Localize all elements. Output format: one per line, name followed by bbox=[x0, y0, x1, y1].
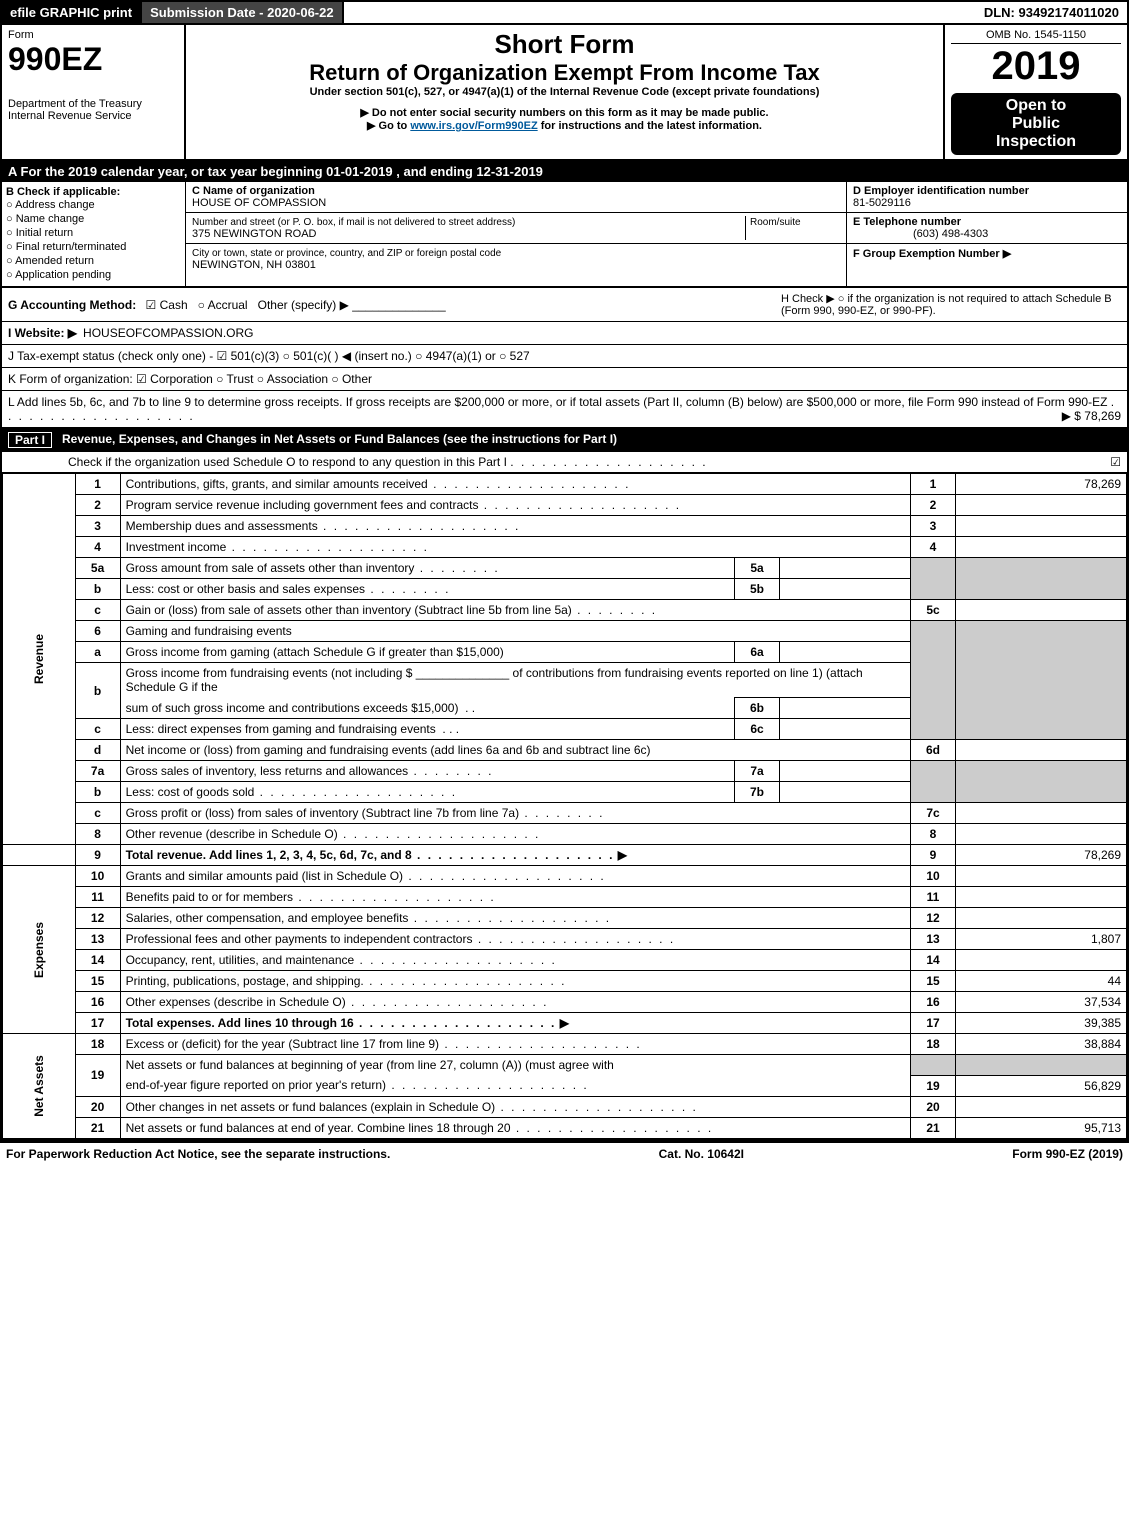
g-label: G Accounting Method: bbox=[8, 298, 136, 312]
phone-label: E Telephone number bbox=[853, 216, 961, 228]
under-section: Under section 501(c), 527, or 4947(a)(1)… bbox=[192, 86, 937, 98]
line13-value: 1,807 bbox=[956, 929, 1127, 950]
city-label: City or town, state or province, country… bbox=[192, 248, 501, 259]
g-cash-check[interactable]: ☑ bbox=[146, 298, 160, 312]
box-c: C Name of organization HOUSE OF COMPASSI… bbox=[186, 182, 847, 286]
check-address-change[interactable]: Address change bbox=[6, 198, 181, 212]
l-text: L Add lines 5b, 6c, and 7b to line 9 to … bbox=[8, 395, 1107, 409]
omb-number: OMB No. 1545-1150 bbox=[951, 29, 1121, 44]
line1-value: 78,269 bbox=[956, 474, 1127, 495]
tax-year-period: A For the 2019 calendar year, or tax yea… bbox=[2, 161, 1127, 182]
line18-value: 38,884 bbox=[956, 1034, 1127, 1055]
part1-sched-check: Check if the organization used Schedule … bbox=[2, 452, 1127, 473]
group-exemption-label: F Group Exemption Number ▶ bbox=[853, 248, 1011, 260]
street-address: 375 NEWINGTON ROAD bbox=[192, 228, 317, 240]
revenue-side-label: Revenue bbox=[3, 474, 76, 845]
return-title: Return of Organization Exempt From Incom… bbox=[192, 60, 937, 86]
org-name: HOUSE OF COMPASSION bbox=[192, 197, 326, 209]
phone-value: (603) 498-4303 bbox=[853, 228, 988, 240]
part1-table: Revenue 1 Contributions, gifts, grants, … bbox=[2, 473, 1127, 1139]
check-final-return[interactable]: Final return/terminated bbox=[6, 240, 181, 254]
ein-value: 81-5029116 bbox=[853, 197, 911, 209]
line15-value: 44 bbox=[956, 971, 1127, 992]
row-i: I Website: ▶ HOUSEOFCOMPASSION.ORG bbox=[2, 322, 1127, 345]
l-amount: ▶ $ 78,269 bbox=[1062, 409, 1121, 423]
street-label: Number and street (or P. O. box, if mail… bbox=[192, 217, 515, 228]
efile-print-button[interactable]: efile GRAPHIC print bbox=[2, 2, 142, 23]
box-b-label: B Check if applicable: bbox=[6, 186, 181, 198]
line19-value: 56,829 bbox=[956, 1075, 1127, 1096]
room-label: Room/suite bbox=[750, 217, 801, 228]
box-d-e-f: D Employer identification number 81-5029… bbox=[847, 182, 1127, 286]
check-amended-return[interactable]: Amended return bbox=[6, 254, 181, 268]
check-application-pending[interactable]: Application pending bbox=[6, 268, 181, 282]
no-ssn-note: ▶ Do not enter social security numbers o… bbox=[192, 106, 937, 119]
part1-header: Part I Revenue, Expenses, and Changes in… bbox=[2, 428, 1127, 452]
net-assets-side-label: Net Assets bbox=[3, 1034, 76, 1139]
expenses-side-label: Expenses bbox=[3, 866, 76, 1034]
footer-cat-no: Cat. No. 10642I bbox=[659, 1147, 744, 1161]
entity-info-grid: B Check if applicable: Address change Na… bbox=[2, 182, 1127, 288]
tax-year: 2019 bbox=[951, 44, 1121, 89]
check-name-change[interactable]: Name change bbox=[6, 212, 181, 226]
line9-value: 78,269 bbox=[956, 845, 1127, 866]
ein-label: D Employer identification number bbox=[853, 185, 1029, 197]
submission-date: Submission Date - 2020-06-22 bbox=[142, 2, 344, 23]
row-l: L Add lines 5b, 6c, and 7b to line 9 to … bbox=[2, 391, 1127, 428]
form-header: Form 990EZ Department of the Treasury In… bbox=[2, 25, 1127, 161]
row-g-h: G Accounting Method: ☑ Cash ○ Accrual Ot… bbox=[2, 288, 1127, 322]
dept-treasury: Department of the Treasury bbox=[8, 98, 178, 110]
short-form-title: Short Form bbox=[192, 29, 937, 60]
page-footer: For Paperwork Reduction Act Notice, see … bbox=[0, 1141, 1129, 1165]
part1-title: Revenue, Expenses, and Changes in Net As… bbox=[62, 432, 1121, 448]
c-name-label: C Name of organization bbox=[192, 185, 315, 197]
check-initial-return[interactable]: Initial return bbox=[6, 226, 181, 240]
box-b: B Check if applicable: Address change Na… bbox=[2, 182, 186, 286]
form-number: 990EZ bbox=[8, 41, 178, 78]
open-to-public: Open to Public Inspection bbox=[951, 93, 1121, 155]
footer-paperwork: For Paperwork Reduction Act Notice, see … bbox=[6, 1147, 390, 1161]
row-k: K Form of organization: ☑ Corporation ○ … bbox=[2, 368, 1127, 391]
line16-value: 37,534 bbox=[956, 992, 1127, 1013]
city-state-zip: NEWINGTON, NH 03801 bbox=[192, 259, 316, 271]
form-container: efile GRAPHIC print Submission Date - 20… bbox=[0, 0, 1129, 1141]
form-word: Form bbox=[8, 29, 178, 41]
irs-link[interactable]: www.irs.gov/Form990EZ bbox=[410, 120, 537, 132]
line17-value: 39,385 bbox=[956, 1013, 1127, 1034]
website-value: HOUSEOFCOMPASSION.ORG bbox=[83, 326, 253, 340]
line21-value: 95,713 bbox=[956, 1117, 1127, 1138]
irs: Internal Revenue Service bbox=[8, 110, 178, 122]
goto-line: ▶ Go to www.irs.gov/Form990EZ for instru… bbox=[192, 119, 937, 132]
footer-form-ref: Form 990-EZ (2019) bbox=[1012, 1147, 1123, 1161]
k-text: K Form of organization: ☑ Corporation ○ … bbox=[8, 372, 372, 386]
h-check-text: H Check ▶ ○ if the organization is not r… bbox=[781, 292, 1121, 317]
dln: DLN: 93492174011020 bbox=[976, 2, 1127, 23]
top-bar: efile GRAPHIC print Submission Date - 20… bbox=[2, 2, 1127, 25]
i-label: I Website: ▶ bbox=[8, 326, 77, 340]
part1-number: Part I bbox=[8, 432, 52, 448]
j-text: J Tax-exempt status (check only one) - ☑… bbox=[8, 349, 530, 363]
row-j: J Tax-exempt status (check only one) - ☑… bbox=[2, 345, 1127, 368]
